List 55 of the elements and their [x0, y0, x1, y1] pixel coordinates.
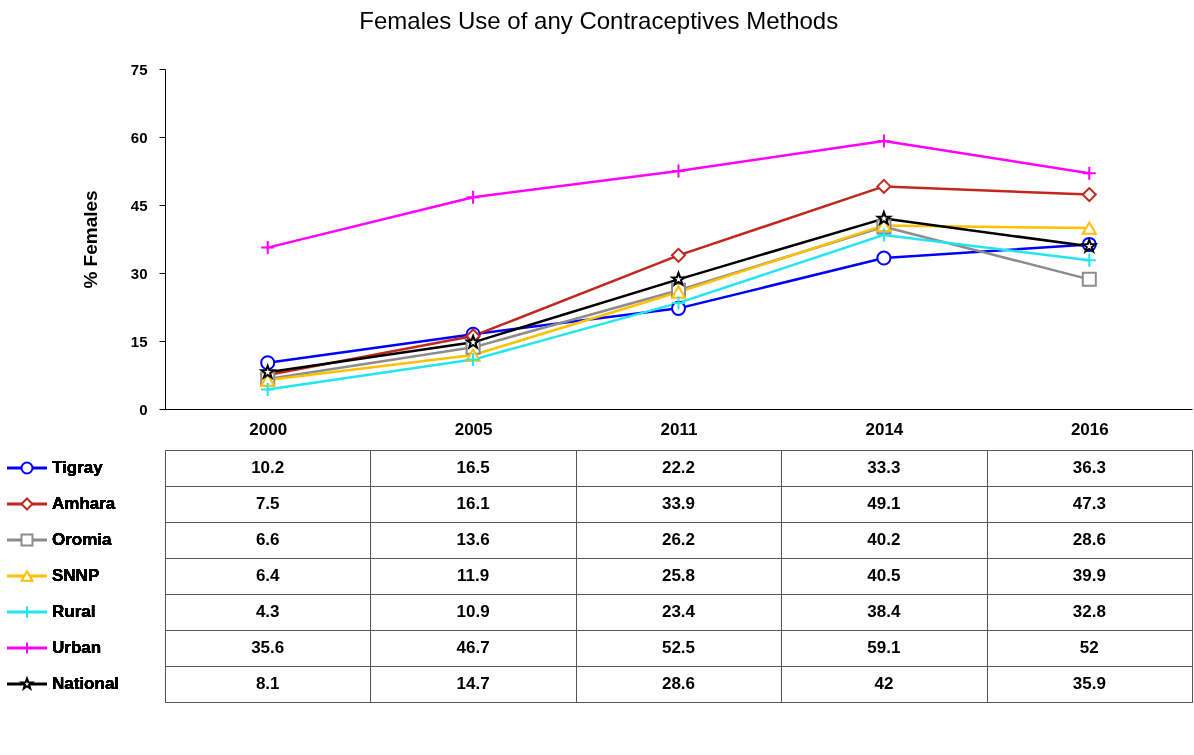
chart-title: Females Use of any Contraceptives Methods [359, 7, 839, 34]
data-label: 42 [874, 674, 894, 693]
data-label: 52 [1079, 638, 1099, 657]
y-tick-label: 60 [130, 128, 148, 146]
data-label: 32.8 [1072, 602, 1106, 621]
y-tick-label: 30 [130, 264, 148, 282]
data-label: 6.6 [255, 530, 280, 549]
y-tick-label: 0 [139, 400, 148, 418]
legend-label: Oromia [52, 530, 113, 549]
data-label: 13.6 [456, 530, 490, 549]
y-tick-label: 45 [130, 196, 148, 214]
legend-label: Amhara [52, 494, 116, 513]
data-label: 10.2 [251, 458, 285, 477]
data-label: 16.1 [456, 494, 490, 513]
data-label: 16.5 [456, 458, 490, 477]
legend-label: Rural [52, 602, 96, 621]
data-label: 59.1 [867, 638, 901, 657]
data-label: 8.1 [255, 674, 280, 693]
x-tick-label: 2016 [1070, 419, 1109, 439]
data-label: 7.5 [255, 494, 280, 513]
data-label: 4.3 [255, 602, 280, 621]
y-tick-label: 15 [130, 332, 148, 350]
data-label: 40.2 [867, 530, 901, 549]
y-tick-label: 75 [130, 60, 148, 78]
data-label: 33.9 [661, 494, 696, 513]
data-label: 10.9 [456, 602, 490, 621]
data-label: 39.9 [1072, 566, 1106, 585]
data-label: 49.1 [867, 494, 901, 513]
data-label: 28.6 [1072, 530, 1106, 549]
legend-label: Tigray [52, 458, 104, 477]
data-label: 28.6 [661, 674, 696, 693]
data-label: 47.3 [1072, 494, 1106, 513]
legend-label: SNNP [52, 566, 100, 585]
data-label: 46.7 [456, 638, 490, 657]
x-tick-label: 2014 [865, 419, 904, 439]
x-tick-label: 2011 [660, 419, 698, 439]
legend-label: Urban [52, 638, 102, 657]
data-label: 33.3 [867, 458, 901, 477]
data-label: 22.2 [661, 458, 696, 477]
data-label: 35.6 [251, 638, 285, 657]
legend-label: National [52, 674, 120, 693]
y-axis-title: % Females [79, 190, 101, 289]
data-label: 36.3 [1072, 458, 1106, 477]
data-label: 14.7 [456, 674, 490, 693]
data-label: 52.5 [661, 638, 696, 657]
data-label: 35.9 [1072, 674, 1106, 693]
data-label: 26.2 [661, 530, 696, 549]
data-label: 23.4 [661, 602, 696, 621]
data-label: 6.4 [255, 566, 281, 585]
x-tick-label: 2005 [454, 419, 493, 439]
data-label: 40.5 [867, 566, 901, 585]
data-label: 11.9 [457, 566, 490, 585]
x-tick-label: 2000 [249, 419, 288, 439]
data-label: 25.8 [661, 566, 696, 585]
data-label: 38.4 [867, 602, 901, 621]
